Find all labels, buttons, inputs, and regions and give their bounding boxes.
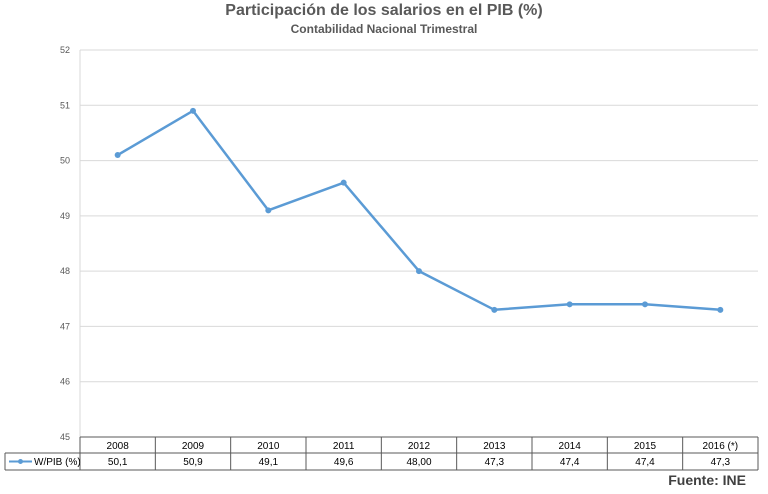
series-polyline [117, 109, 721, 312]
data-point [416, 268, 422, 275]
data-label: 49,1 [259, 457, 279, 468]
x-tick-label: 2015 [634, 441, 657, 452]
x-tick-label: 2016 (*) [703, 441, 739, 452]
data-label: 47,4 [635, 457, 655, 468]
series-line [114, 107, 724, 313]
data-label: 47,3 [485, 457, 505, 468]
data-label: 49,6 [334, 457, 354, 468]
data-label: 47,4 [560, 457, 580, 468]
gridlines [79, 49, 758, 438]
chart-subtitle: Contabilidad Nacional Trimestral [290, 22, 478, 36]
data-point [642, 301, 648, 308]
x-tick-label: 2013 [483, 441, 506, 452]
y-tick-label: 46 [60, 377, 70, 387]
data-point [340, 179, 347, 186]
y-tick-label: 51 [60, 100, 70, 110]
x-tick-label: 2010 [257, 441, 280, 452]
y-tick-label: 47 [60, 321, 70, 331]
legend-marker [18, 459, 23, 464]
x-tick-label: 2012 [408, 441, 431, 452]
data-point [190, 107, 196, 114]
y-tick-label: 52 [60, 45, 70, 55]
y-tick-label: 48 [60, 266, 70, 276]
y-tick-label: 45 [60, 432, 70, 442]
y-tick-label: 49 [60, 211, 70, 221]
data-label: 47,3 [711, 457, 731, 468]
chart-title: Participación de los salarios en el PIB … [225, 2, 543, 19]
legend-label: W/PIB (%) [34, 457, 81, 468]
data-point [114, 152, 121, 159]
x-tick-label: 2011 [333, 441, 355, 452]
x-tick-label: 2009 [182, 441, 205, 452]
x-tick-label: 2014 [559, 441, 582, 452]
data-point [566, 301, 573, 308]
data-point [717, 306, 724, 313]
data-point [265, 207, 272, 214]
data-label: 50,9 [183, 457, 203, 468]
data-label: 50,1 [108, 457, 128, 468]
data-point [491, 306, 498, 313]
y-tick-label: 50 [60, 156, 70, 166]
data-label: 48,00 [406, 457, 431, 468]
source-note: Fuente: INE [668, 472, 746, 488]
x-tick-label: 2008 [107, 441, 130, 452]
data-table: 2008 2009 2010 2011 2012 2013 2014 2015 2016 (*)… [4, 436, 759, 471]
y-axis-ticks: 45 46 47 48 49 50 51 52 [60, 45, 70, 442]
